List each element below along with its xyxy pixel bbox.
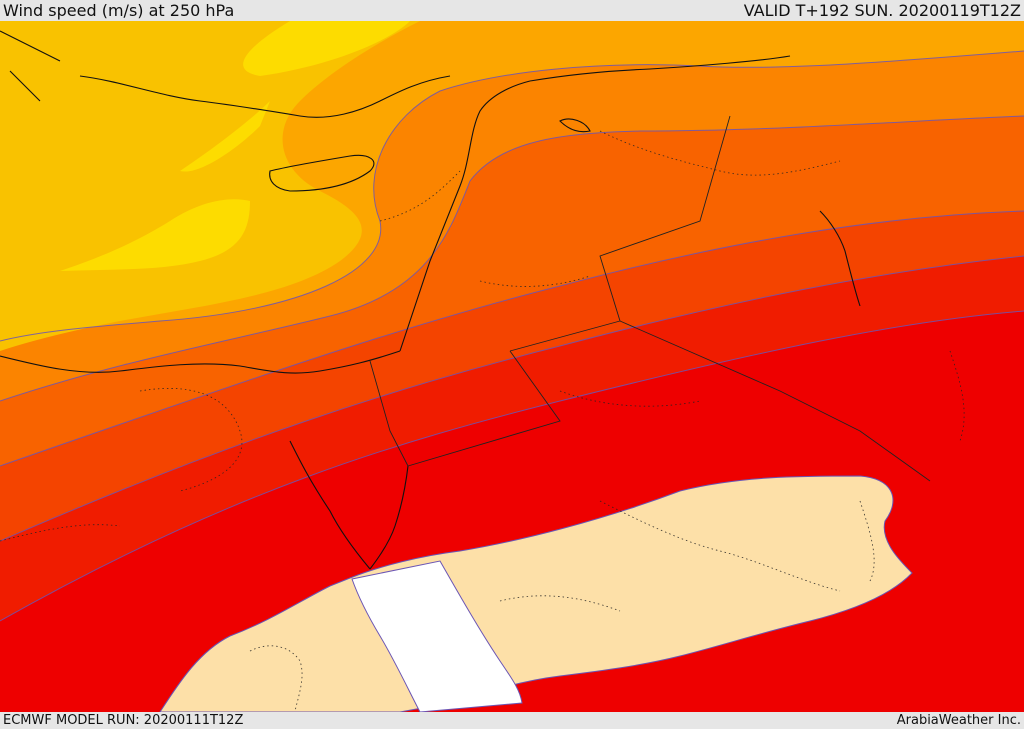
- model-run: ECMWF MODEL RUN: 20200111T12Z: [3, 713, 244, 728]
- band-yellow-core-upper: [243, 21, 410, 76]
- internal-boundaries: [0, 130, 965, 712]
- band-yellow-core-lower: [60, 199, 250, 271]
- jet-core-max: [351, 560, 523, 712]
- bottom-bar: ECMWF MODEL RUN: 20200111T12Z ArabiaWeat…: [0, 712, 1024, 729]
- valid-time: VALID T+192 SUN. 20200119T12Z: [743, 1, 1021, 20]
- map-title: Wind speed (m/s) at 250 hPa: [3, 1, 235, 20]
- political-borders: [369, 115, 931, 482]
- credit: ArabiaWeather Inc.: [896, 713, 1021, 728]
- wind-speed-map[interactable]: [0, 21, 1024, 712]
- coastlines: [0, 30, 861, 570]
- contour-lines: [0, 50, 1024, 622]
- top-bar: Wind speed (m/s) at 250 hPa VALID T+192 …: [0, 0, 1024, 21]
- jet-core-region: [159, 475, 913, 712]
